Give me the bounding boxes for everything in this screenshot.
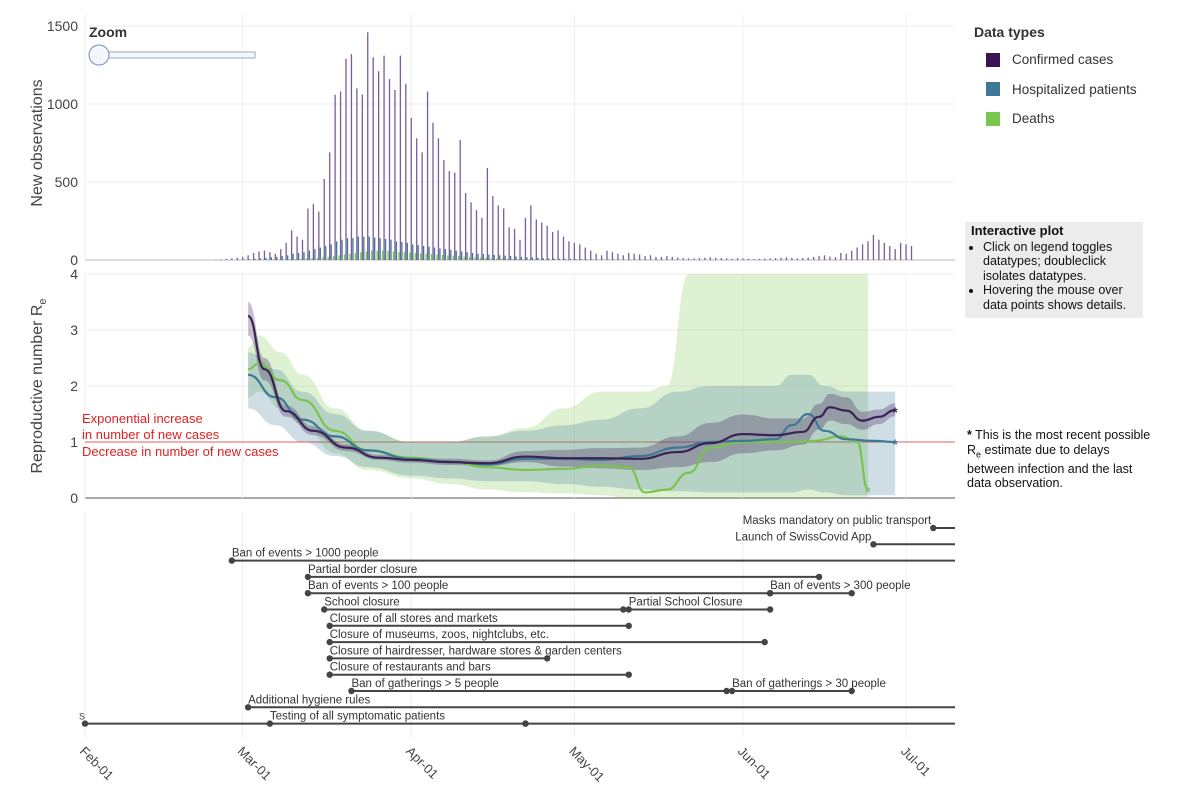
y-tick-label: 4 xyxy=(70,266,78,282)
star-deaths: * xyxy=(865,484,871,500)
y-tick-label: 500 xyxy=(55,174,79,190)
re-lines[interactable]: * * * xyxy=(247,314,898,500)
event-end-dot[interactable] xyxy=(815,573,823,581)
y-tick-label: 1 xyxy=(70,434,78,450)
event-start-dot[interactable] xyxy=(326,655,333,662)
observation-bars[interactable] xyxy=(214,32,920,260)
y-axis-title: Reproductive number Re xyxy=(29,298,49,473)
event-end-dot[interactable] xyxy=(848,687,855,695)
event-end-dot[interactable] xyxy=(766,606,774,613)
event-start-dot[interactable] xyxy=(522,720,529,727)
y-tick-label: 1500 xyxy=(47,18,78,34)
annotation-decrease: Decrease in number of new cases xyxy=(82,444,279,459)
line-confirmed[interactable] xyxy=(247,314,896,465)
event-start-dot[interactable] xyxy=(321,606,328,613)
annotation-increase: in number of new cases xyxy=(82,427,220,442)
zoom-label: Zoom xyxy=(89,24,127,40)
star-hospitalized: * xyxy=(892,436,898,452)
legend-label: Confirmed cases xyxy=(1012,52,1114,68)
interactive-note-bullet: Hovering the mouse over data points show… xyxy=(983,283,1137,312)
event-start-dot[interactable] xyxy=(870,541,877,548)
event-start-dot[interactable] xyxy=(228,557,236,564)
event-end-dot[interactable] xyxy=(543,655,551,662)
event-start-dot[interactable] xyxy=(326,671,333,678)
event-label: Closure of hairdresser, hardware stores … xyxy=(330,645,622,657)
legend-swatch-hospitalized xyxy=(986,82,1000,97)
y-tick-label: 0 xyxy=(70,490,78,506)
legend-swatch-deaths xyxy=(986,111,1000,126)
x-tick-label: May-01 xyxy=(566,744,607,785)
legend-title: Data types xyxy=(974,24,1045,40)
legend-item-hospitalized[interactable]: Hospitalized patients xyxy=(974,75,1137,105)
event-start-dot[interactable] xyxy=(348,687,355,695)
event-label: Ban of gatherings > 30 people xyxy=(732,678,886,690)
x-tick-label: Apr-01 xyxy=(403,744,441,782)
legend-label: Hospitalized patients xyxy=(1012,81,1137,97)
event-label: Ban of events > 300 people xyxy=(770,580,910,592)
event-label: S xyxy=(79,712,85,722)
event-start-dot[interactable] xyxy=(304,573,312,581)
event-end-dot[interactable] xyxy=(723,687,730,695)
annotation-increase: Exponential increase xyxy=(82,411,203,426)
event-label: School closure xyxy=(324,597,399,609)
x-tick-label: Mar-01 xyxy=(235,744,275,784)
event-start-dot[interactable] xyxy=(244,704,252,711)
y-tick-label: 3 xyxy=(70,322,78,338)
event-end-dot[interactable] xyxy=(625,622,632,629)
y-tick-label: 1000 xyxy=(47,96,78,112)
event-label: Ban of events > 1000 people xyxy=(232,548,379,560)
event-start-dot[interactable] xyxy=(728,687,736,695)
band-confirmed xyxy=(248,302,896,470)
event-start-dot[interactable] xyxy=(766,590,774,597)
y-axis-title: New observations xyxy=(29,79,46,206)
event-start-dot[interactable] xyxy=(81,720,89,727)
interactive-note-bullet: Click on legend toggles datatypes; doubl… xyxy=(983,240,1137,284)
intervention-timeline[interactable]: Masks mandatory on public transport Launc… xyxy=(79,515,955,727)
event-label: Additional hygiene rules xyxy=(248,694,370,706)
event-start-dot[interactable] xyxy=(930,524,937,532)
star-confirmed: * xyxy=(892,404,898,420)
event-end-dot[interactable] xyxy=(761,638,768,646)
star-marker: * xyxy=(967,428,972,442)
x-tick-label: Jul-01 xyxy=(898,744,934,780)
interactive-note-title: Interactive plot xyxy=(971,223,1064,238)
recent-estimate-note: * This is the most recent possible Re es… xyxy=(967,428,1157,491)
x-tick-label: Feb-01 xyxy=(77,744,117,784)
event-label: Closure of museums, zoos, nightclubs, et… xyxy=(330,629,549,641)
event-label: Launch of SwissCovid App xyxy=(735,531,871,543)
event-start-dot[interactable] xyxy=(326,622,333,629)
event-end-dot[interactable] xyxy=(625,671,632,678)
event-label: Partial School Closure xyxy=(629,597,743,609)
event-label: Ban of events > 100 people xyxy=(308,580,448,592)
event-start-dot[interactable] xyxy=(304,590,312,597)
zoom-slider-track[interactable] xyxy=(96,51,256,59)
event-label: Closure of all stores and markets xyxy=(330,613,498,625)
recent-note-text-after: estimate due to delays between infection… xyxy=(967,442,1133,491)
event-label: Closure of restaurants and bars xyxy=(330,662,491,674)
event-start-dot[interactable] xyxy=(326,638,333,646)
y-tick-label: 0 xyxy=(70,252,78,268)
event-end-dot[interactable] xyxy=(620,606,627,613)
legend: Data types Confirmed cases Hospitalized … xyxy=(974,24,1137,134)
zoom-slider-handle[interactable] xyxy=(88,44,110,66)
event-end-dot[interactable] xyxy=(848,590,855,597)
legend-item-deaths[interactable]: Deaths xyxy=(974,104,1137,134)
x-tick-label: Jun-01 xyxy=(735,744,774,783)
top-gridlines: 0 500 1000 1500 New observations Zoom xyxy=(29,14,955,268)
y-tick-label: 2 xyxy=(70,378,78,394)
line-deaths[interactable] xyxy=(247,362,870,494)
event-start-dot[interactable] xyxy=(625,606,632,613)
interactive-note: Interactive plot Click on legend toggles… xyxy=(965,222,1143,318)
recent-note-text: This is the most recent possible R xyxy=(967,428,1151,457)
legend-item-confirmed[interactable]: Confirmed cases xyxy=(974,45,1137,75)
event-label: Ban of gatherings > 5 people xyxy=(351,678,498,690)
event-label: Testing of all symptomatic patients xyxy=(270,711,445,723)
event-label: Partial border closure xyxy=(308,564,417,576)
event-label: Masks mandatory on public transport xyxy=(743,515,932,527)
legend-swatch-confirmed xyxy=(986,52,1000,67)
recent-note-sub: e xyxy=(976,449,982,459)
legend-label: Deaths xyxy=(1012,111,1055,127)
